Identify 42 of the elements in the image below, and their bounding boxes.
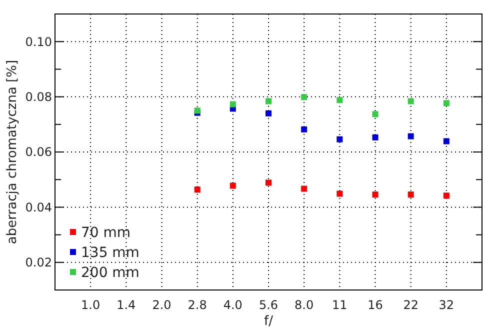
y-tick-label: 0.08 xyxy=(25,90,52,104)
x-tick-label: 11 xyxy=(332,298,348,312)
x-tick-label: 16 xyxy=(368,298,383,312)
x-tick-label: 4.0 xyxy=(223,298,242,312)
x-axis-title: f/ xyxy=(264,314,274,329)
y-axis-title: aberracja chromatyczna [%] xyxy=(5,60,20,244)
y-tick-label: 0.10 xyxy=(25,34,52,49)
point xyxy=(266,180,272,186)
x-tick-label: 2.0 xyxy=(152,298,172,312)
x-tick-label: 8.0 xyxy=(294,298,314,312)
point xyxy=(443,100,450,106)
point xyxy=(301,126,308,132)
x-tick-label: 5.6 xyxy=(258,298,278,312)
point xyxy=(372,134,378,140)
point xyxy=(336,136,343,142)
point xyxy=(266,110,272,116)
legend-label: 135 mm xyxy=(81,244,140,261)
legend-label: 200 mm xyxy=(81,264,140,281)
point xyxy=(230,182,236,189)
point xyxy=(408,133,414,140)
point xyxy=(372,192,378,198)
point xyxy=(336,190,343,197)
y-tick-label: 0.06 xyxy=(25,145,52,160)
y-tick-label: 0.04 xyxy=(25,200,52,214)
point xyxy=(336,97,343,104)
point xyxy=(408,192,414,198)
point xyxy=(408,98,414,104)
y-tick-label: 0.02 xyxy=(25,256,52,270)
point xyxy=(266,98,272,104)
x-tick-label: 1.0 xyxy=(81,298,100,312)
x-tick-label: 1.4 xyxy=(116,298,136,312)
point xyxy=(372,111,378,118)
point xyxy=(194,186,200,193)
point xyxy=(301,186,308,192)
x-tick-label: 2.8 xyxy=(188,298,207,312)
point xyxy=(230,101,236,108)
point xyxy=(301,94,308,100)
point xyxy=(443,138,450,144)
x-tick-label: 32 xyxy=(438,298,454,312)
legend-label: 70 mm xyxy=(81,224,131,241)
point xyxy=(443,192,450,199)
x-tick-label: 22 xyxy=(403,298,418,312)
